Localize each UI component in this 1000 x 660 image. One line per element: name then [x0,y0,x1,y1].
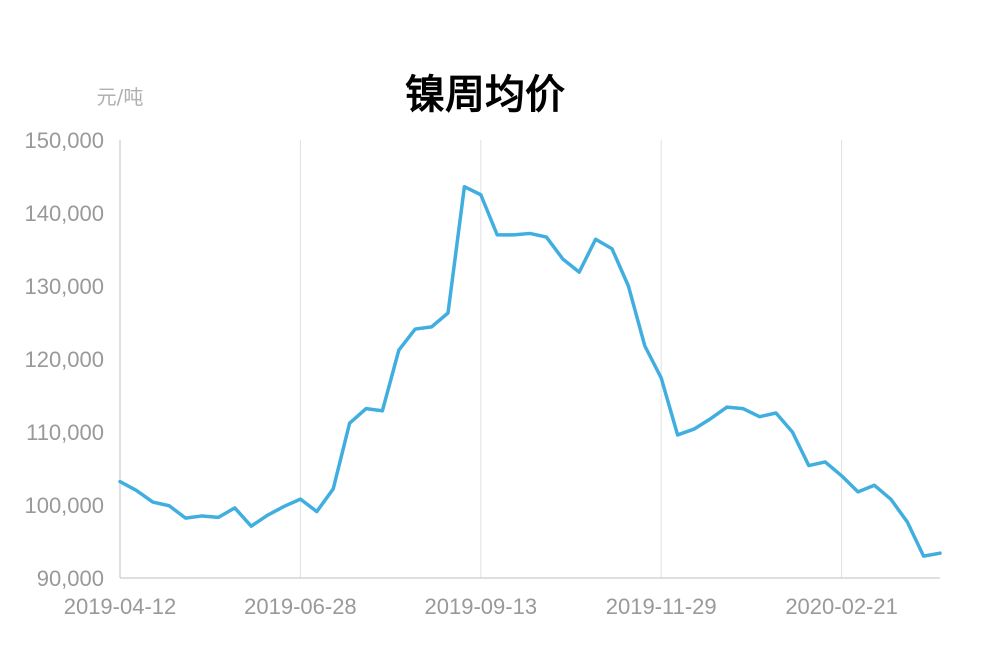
x-tick-label: 2019-06-28 [244,594,357,619]
y-axis-unit-label: 元/吨 [97,85,144,109]
x-tick-label: 2020-02-21 [785,594,898,619]
y-axis-tick-labels: 90,000 100,000 110,000 120,000 130,000 140,00… [24,128,104,591]
y-tick-label: 130,000 [24,274,104,299]
axes [119,140,940,579]
y-tick-label: 110,000 [26,420,104,445]
x-tick-label: 2019-04-12 [64,594,177,619]
chart-title: 镍周均价 [405,72,565,118]
y-tick-label: 120,000 [24,347,104,372]
gridlines [299,140,843,578]
y-tick-label: 90,000 [37,566,104,591]
y-tick-label: 140,000 [24,201,104,226]
x-tick-label: 2019-09-13 [425,594,538,619]
x-tick-label: 2019-11-29 [606,594,717,619]
series-group [118,184,942,558]
series-line [118,184,942,558]
y-tick-label: 150,000 [24,128,104,153]
y-tick-label: 100,000 [24,493,104,518]
x-axis-tick-labels: 2019-04-12 2019-06-28 2019-09-13 2019-11-29… [64,594,898,619]
